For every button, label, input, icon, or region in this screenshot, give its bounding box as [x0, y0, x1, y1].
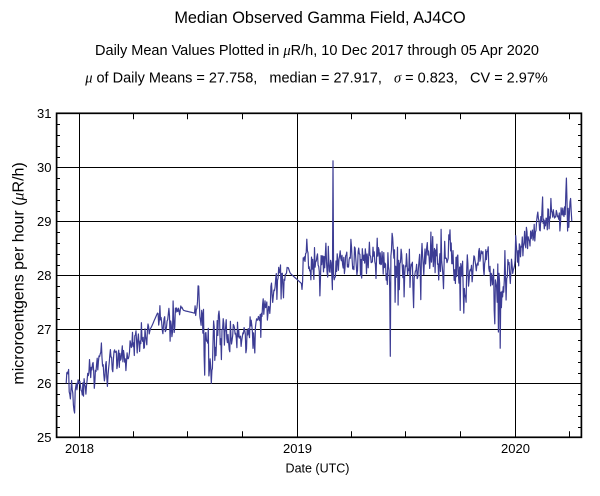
svg-text:microroentgens per hour (μR/h): microroentgens per hour (μR/h) [11, 162, 28, 384]
svg-text:Median Observed Gamma Field, A: Median Observed Gamma Field, AJ4CO [174, 9, 465, 27]
svg-text:2018: 2018 [65, 441, 94, 456]
svg-text:2019: 2019 [283, 441, 312, 456]
svg-text:26: 26 [37, 376, 51, 391]
svg-text:27: 27 [37, 322, 51, 337]
svg-text:29: 29 [37, 214, 51, 229]
svg-text:Daily Mean Values Plotted in μ: Daily Mean Values Plotted in μR/h, 10 De… [95, 43, 539, 59]
svg-text:2020: 2020 [501, 441, 530, 456]
svg-text:30: 30 [37, 160, 51, 175]
svg-text:Date (UTC): Date (UTC) [286, 462, 350, 476]
svg-text:31: 31 [37, 106, 51, 121]
svg-text:μ of Daily Means = 27.758, m: μ of Daily Means = 27.758, median = 27.9… [84, 71, 548, 87]
svg-text:28: 28 [37, 268, 51, 283]
svg-text:25: 25 [37, 430, 51, 445]
